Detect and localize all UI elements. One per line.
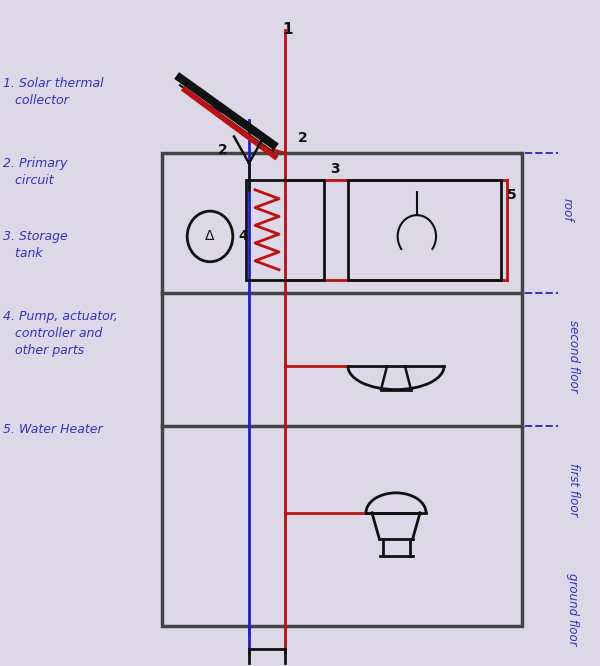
Text: 4. Pump, actuator,
   controller and
   other parts: 4. Pump, actuator, controller and other … [3,310,118,357]
Text: 1. Solar thermal
   collector: 1. Solar thermal collector [3,77,104,107]
Text: ground floor: ground floor [566,573,580,646]
Text: 3: 3 [330,163,340,176]
Text: roof: roof [560,198,574,222]
Text: 5: 5 [507,188,517,202]
Text: 4: 4 [239,229,248,244]
Text: 2: 2 [218,143,228,157]
Text: Δ: Δ [205,229,215,244]
Text: 2. Primary
   circuit: 2. Primary circuit [3,157,67,186]
Text: first floor: first floor [566,463,580,516]
Text: 2: 2 [298,131,308,145]
Text: 5. Water Heater: 5. Water Heater [3,423,103,436]
Text: second floor: second floor [566,320,580,393]
Text: 1: 1 [283,23,293,37]
Text: 3. Storage
   tank: 3. Storage tank [3,230,68,260]
